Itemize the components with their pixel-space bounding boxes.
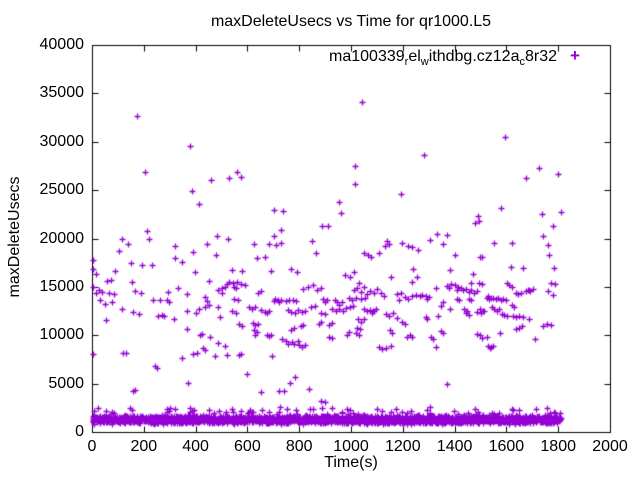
legend-label-segment: ithdbg.cz12a <box>428 48 520 65</box>
x-tick-label: 1200 <box>385 438 421 455</box>
x-tick-label: 2000 <box>592 438 628 455</box>
y-tick-label: 20000 <box>39 229 85 247</box>
legend-label-segment: ma100339 <box>329 48 405 65</box>
legend-label-segment: el <box>408 48 421 65</box>
y-tick-label: 5000 <box>48 374 84 392</box>
x-tick-label: 1400 <box>436 438 473 455</box>
x-tick-label: 800 <box>285 438 313 455</box>
legend-label-subscript: r <box>404 56 409 69</box>
x-tick-label: 400 <box>182 438 209 455</box>
x-axis-label: Time(s) <box>324 454 378 471</box>
legend-label-segment: 8r32 <box>524 48 557 65</box>
y-tick-label: 25000 <box>39 181 85 199</box>
y-tick-label: 40000 <box>39 36 85 53</box>
x-tick-label: 1800 <box>540 438 576 455</box>
x-tick-label: 200 <box>130 438 158 455</box>
y-tick-label: 0 <box>75 423 84 440</box>
legend-label-subscript: w <box>420 56 429 69</box>
legend-series-label: ma100339relwithdbg.cz12ac8r32 <box>92 48 557 69</box>
y-tick-label: 10000 <box>39 326 85 344</box>
legend-point-marker-icon: + <box>570 46 580 65</box>
legend-label-subscript: c <box>519 56 525 69</box>
x-tick-label: 1600 <box>488 438 525 455</box>
y-tick-label: 15000 <box>39 277 85 295</box>
x-tick-label: 0 <box>87 438 97 455</box>
y-tick-label: 35000 <box>39 84 85 102</box>
chart-title: maxDeleteUsecs vs Time for qr1000.L5 <box>210 13 492 30</box>
x-tick-label: 600 <box>234 438 261 455</box>
x-tick-label: 1000 <box>333 438 369 455</box>
y-tick-label: 30000 <box>39 132 85 150</box>
